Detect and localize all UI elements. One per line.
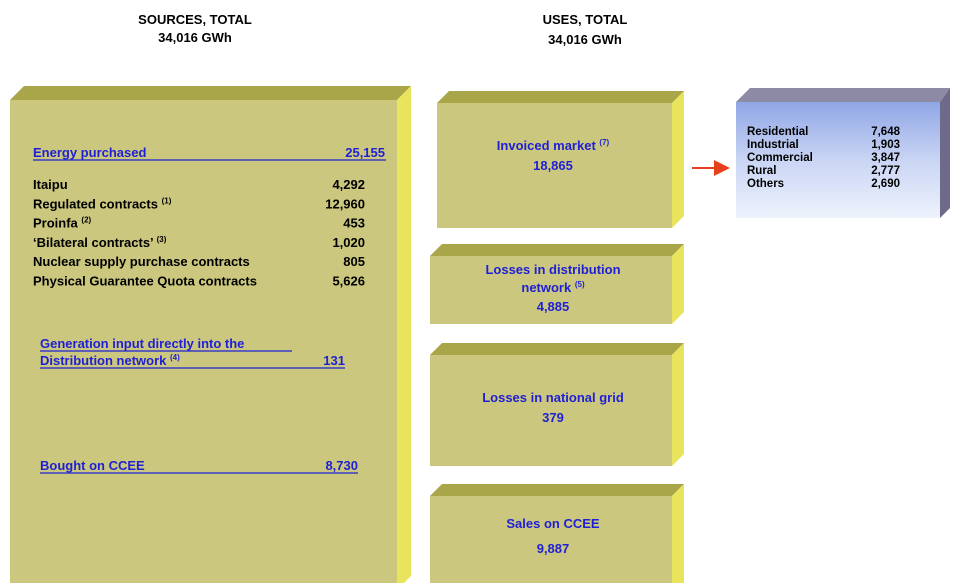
use-label: Losses in distribution (485, 262, 620, 277)
source-item-label: Physical Guarantee Quota contracts (33, 274, 257, 289)
generation-input-label: Distribution network (4) (40, 353, 180, 368)
use-text: Sales on CCEE (506, 516, 600, 531)
box-front (430, 355, 672, 466)
use-text: Losses in national grid (482, 390, 624, 405)
footnote-ref: (2) (81, 216, 91, 225)
box-front (430, 256, 672, 324)
box (437, 91, 684, 228)
box-side (672, 91, 684, 228)
footnote-ref: (1) (162, 196, 172, 205)
source-item-value: 453 (343, 216, 365, 231)
breakdown-label: Others (747, 178, 784, 190)
box-side (397, 86, 411, 583)
breakdown-value: 2,777 (871, 165, 900, 177)
use-label: Sales on CCEE (506, 516, 600, 531)
breakdown-label: Residential (747, 126, 808, 138)
breakdown-value: 1,903 (871, 139, 900, 151)
sources-total: 34,016 GWh (158, 30, 232, 45)
use-text: Invoiced market (497, 138, 597, 153)
source-item-value: 4,292 (332, 177, 365, 192)
source-item-label: Proinfa (2) (33, 216, 92, 231)
box-front (10, 100, 397, 583)
source-item-text: Nuclear supply purchase contracts (33, 254, 250, 269)
generation-input-text: Distribution network (40, 353, 167, 368)
source-item-text: Regulated contracts (33, 196, 158, 211)
source-item-value: 5,626 (332, 274, 365, 289)
box (430, 343, 684, 466)
generation-input-label: Generation input directly into the (40, 336, 244, 351)
use-value: 9,887 (537, 541, 570, 556)
box-side (672, 244, 684, 324)
breakdown-label: Commercial (747, 152, 813, 164)
box-side (672, 484, 684, 583)
box-top (437, 91, 684, 103)
energy-purchased-label: Energy purchased (33, 145, 146, 160)
box-side (672, 343, 684, 466)
uses-title: USES, TOTAL (543, 12, 628, 27)
breakdown-label: Industrial (747, 139, 799, 151)
source-item-label: Nuclear supply purchase contracts (33, 254, 250, 269)
box (10, 86, 411, 583)
box (430, 484, 684, 583)
footnote-ref: (5) (575, 280, 585, 289)
source-item-label: ‘Bilateral contracts’ (3) (33, 235, 167, 250)
box-front (430, 496, 672, 583)
generation-input-value: 131 (323, 353, 345, 368)
box-top (430, 244, 684, 256)
source-item-value: 12,960 (325, 196, 365, 211)
ccee-label: Bought on CCEE (40, 458, 145, 473)
box (430, 244, 684, 324)
source-item-text: Physical Guarantee Quota contracts (33, 274, 257, 289)
box-top (430, 484, 684, 496)
source-item-text: ‘Bilateral contracts’ (33, 235, 153, 250)
breakdown-box (736, 88, 950, 218)
use-value: 18,865 (533, 158, 573, 173)
footnote-ref: (4) (170, 353, 180, 362)
uses-total: 34,016 GWh (548, 32, 622, 47)
use-label: network (5) (521, 280, 585, 295)
use-value: 4,885 (537, 299, 570, 314)
use-label: Invoiced market (7) (497, 138, 610, 153)
ccee-value: 8,730 (325, 458, 358, 473)
use-text: network (521, 280, 572, 295)
breakdown-value: 7,648 (871, 126, 900, 138)
box-top (430, 343, 684, 355)
sources-title: SOURCES, TOTAL (138, 12, 252, 27)
use-text: Losses in distribution (485, 262, 620, 277)
source-item-label: Itaipu (33, 177, 68, 192)
breakdown-value: 3,847 (871, 152, 900, 164)
source-item-value: 1,020 (332, 235, 365, 250)
box-front (437, 103, 672, 228)
footnote-ref: (7) (599, 138, 609, 147)
source-item-label: Regulated contracts (1) (33, 196, 172, 211)
breakdown-label: Rural (747, 165, 776, 177)
use-value: 379 (542, 410, 564, 425)
use-label: Losses in national grid (482, 390, 624, 405)
source-item-value: 805 (343, 254, 365, 269)
generation-input-text: Generation input directly into the (40, 336, 244, 351)
breakdown-value: 2,690 (871, 178, 900, 190)
energy-purchased-value: 25,155 (345, 145, 385, 160)
source-item-text: Proinfa (33, 216, 79, 231)
box-top (10, 86, 411, 100)
footnote-ref: (3) (157, 235, 167, 244)
source-item-text: Itaipu (33, 177, 68, 192)
